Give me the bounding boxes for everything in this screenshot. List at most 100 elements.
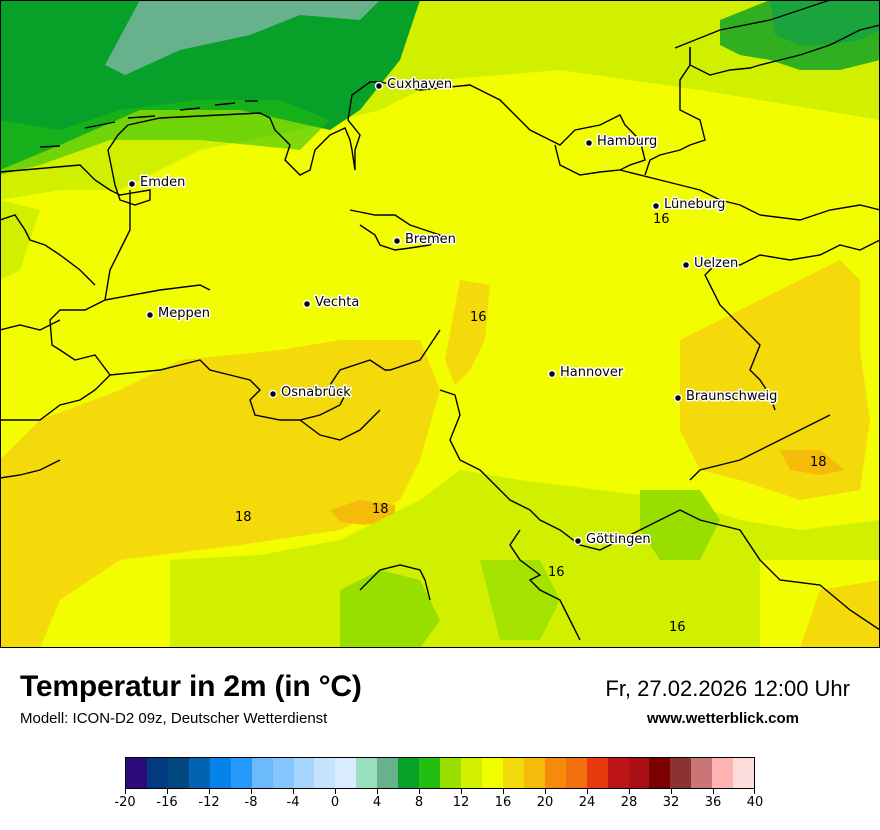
colorbar-tick — [419, 789, 420, 794]
colorbar-tick — [587, 789, 588, 794]
colorbar-segment — [251, 758, 273, 788]
colorbar-segment — [670, 758, 692, 788]
colorbar-tick — [251, 789, 252, 794]
svg-text:Bremen: Bremen — [405, 232, 456, 247]
page-title: Temperatur in 2m (in °C) — [20, 670, 362, 703]
colorbar-tick-label: 36 — [704, 795, 722, 810]
colorbar-tick-label: -12 — [198, 795, 220, 810]
city-osnabrueck: Osnabrück — [268, 384, 353, 402]
city-lueneburg: Lüneburg — [651, 196, 727, 214]
colorbar-segment — [230, 758, 252, 788]
colorbar-tick-label: 28 — [620, 795, 638, 810]
svg-text:Lüneburg: Lüneburg — [664, 197, 725, 212]
colorbar-segment — [649, 758, 671, 788]
colorbar-tick-label: -20 — [114, 795, 136, 810]
temperature-map: Cuxhaven Hamburg Emden Lüneburg Bremen U… — [0, 0, 880, 648]
colorbar-tick — [377, 789, 378, 794]
svg-text:Hamburg: Hamburg — [597, 134, 657, 149]
colorbar-segment — [461, 758, 482, 788]
colorbar-segment — [335, 758, 357, 788]
colorbar-segment — [628, 758, 650, 788]
colorbar-tick — [293, 789, 294, 794]
colorbar-segment — [544, 758, 566, 788]
colorbar-segment — [293, 758, 315, 788]
colorbar-tick — [671, 789, 672, 794]
city-meppen: Meppen — [145, 305, 211, 323]
colorbar-segment — [314, 758, 336, 788]
city-cuxhaven: Cuxhaven — [374, 76, 454, 94]
colorbar-segment — [586, 758, 608, 788]
colorbar-segment — [209, 758, 231, 788]
colorbar-segment — [733, 758, 755, 788]
city-hannover: Hannover — [547, 364, 625, 382]
svg-text:Meppen: Meppen — [158, 306, 210, 321]
svg-text:Emden: Emden — [140, 175, 185, 190]
colorbar-tick — [167, 789, 168, 794]
svg-text:Uelzen: Uelzen — [694, 256, 738, 271]
colorbar-tick — [503, 789, 504, 794]
colorbar-segment — [188, 758, 210, 788]
model-subtitle: Modell: ICON-D2 09z, Deutscher Wetterdie… — [20, 710, 328, 727]
svg-text:Cuxhaven: Cuxhaven — [387, 77, 452, 92]
colorbar-tick-label: 8 — [414, 795, 424, 810]
contour-label: 16 — [470, 310, 487, 325]
colorbar-segment — [691, 758, 713, 788]
colorbar-segment — [398, 758, 420, 788]
city-goettingen: Göttingen — [573, 531, 652, 549]
colorbar-segment — [356, 758, 378, 788]
colorbar-segment — [167, 758, 189, 788]
contour-label: 16 — [548, 565, 565, 580]
svg-text:Vechta: Vechta — [315, 295, 359, 310]
colorbar-segment — [272, 758, 294, 788]
colorbar-tick — [209, 789, 210, 794]
city-braunschweig: Braunschweig — [673, 388, 779, 406]
colorbar-tick-label: 40 — [746, 795, 764, 810]
city-layer: Cuxhaven Hamburg Emden Lüneburg Bremen U… — [127, 76, 827, 635]
svg-text:Osnabrück: Osnabrück — [281, 385, 351, 400]
colorbar-segment — [712, 758, 734, 788]
svg-text:Göttingen: Göttingen — [586, 532, 651, 547]
colorbar-segment — [126, 758, 147, 788]
colorbar-tick — [461, 789, 462, 794]
colorbar-tick — [125, 789, 126, 794]
colorbar-segment — [146, 758, 168, 788]
colorbar-tick — [335, 789, 336, 794]
svg-text:Hannover: Hannover — [560, 365, 624, 380]
colorbar-tick — [545, 789, 546, 794]
colorbar-tick — [629, 789, 630, 794]
contour-label: 16 — [653, 212, 670, 227]
colorbar-segment — [523, 758, 545, 788]
city-emden: Emden — [127, 174, 187, 192]
contour-label: 18 — [372, 502, 389, 517]
colorbar-tick-label: 32 — [662, 795, 680, 810]
colorbar-tick — [713, 789, 714, 794]
colorbar-segment — [440, 758, 461, 788]
colorbar-segment — [481, 758, 503, 788]
colorbar-tick-label: 4 — [372, 795, 382, 810]
website-link[interactable]: www.wetterblick.com — [647, 710, 799, 727]
city-bremen: Bremen — [392, 231, 457, 249]
colorbar-tick — [754, 789, 755, 794]
forecast-datetime: Fr, 27.02.2026 12:00 Uhr — [605, 676, 850, 701]
colorbar-tick-label: 12 — [452, 795, 470, 810]
colorbar-segment — [607, 758, 629, 788]
contour-label: 18 — [235, 510, 252, 525]
city-hamburg: Hamburg — [584, 133, 659, 151]
city-uelzen: Uelzen — [681, 255, 740, 273]
colorbar-tick-label: 16 — [494, 795, 512, 810]
colorbar-ticks: -20 -16 -12 -8 -4 0 4 8 12 16 20 24 28 32 36 40 — [114, 789, 763, 819]
svg-text:Braunschweig: Braunschweig — [686, 389, 777, 404]
contour-label: 18 — [810, 455, 827, 470]
colorbar-segment — [419, 758, 441, 788]
colorbar-tick-label: -8 — [244, 795, 258, 810]
colorbar — [125, 757, 755, 789]
contour-label: 16 — [669, 620, 686, 635]
city-vechta: Vechta — [302, 294, 361, 312]
colorbar-segment — [502, 758, 524, 788]
colorbar-tick-label: -4 — [286, 795, 300, 810]
colorbar-segment — [565, 758, 587, 788]
colorbar-segment — [377, 758, 399, 788]
colorbar-tick-label: 24 — [578, 795, 596, 810]
colorbar-tick-label: 0 — [330, 795, 340, 810]
colorbar-tick-label: -16 — [156, 795, 178, 810]
